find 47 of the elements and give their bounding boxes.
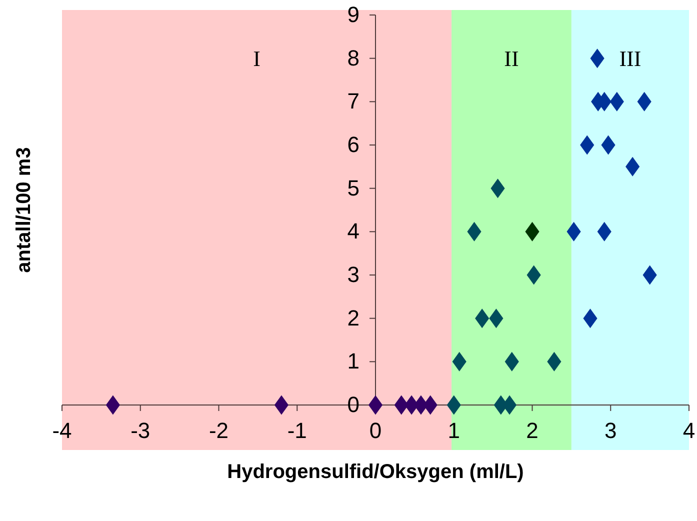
y-tick-label: 4 [347,218,360,244]
point [626,156,640,176]
point [504,352,519,372]
point [452,352,466,372]
x-tick-label: 0 [369,418,382,444]
point [526,265,541,285]
point [547,352,562,372]
x-tick-label: 3 [604,418,617,444]
point [642,265,657,285]
point [475,308,490,328]
y-axis-title: antall/100 m3 [13,147,35,273]
point [610,92,624,112]
y-tick-label: 9 [347,2,360,28]
x-tick-label: 2 [526,418,538,444]
y-tick-label: 2 [347,305,360,330]
point [467,222,482,242]
x-axis-title: Hydrogensulfid/Oksygen (ml/L) [227,461,524,483]
band-label: I [253,46,260,71]
point [274,395,288,415]
y-tick-label: 8 [347,45,360,70]
point [566,222,581,242]
point [637,92,652,112]
point [368,395,383,415]
y-tick-label: 7 [347,88,360,114]
point [490,178,505,198]
x-tick-label: 4 [682,418,696,444]
x-tick-label: -2 [208,418,229,444]
y-tick-label: 3 [347,262,360,288]
point [106,395,120,415]
point [590,48,604,68]
y-tick-label: 1 [347,348,360,374]
point [394,395,408,415]
x-tick-label: -4 [52,418,72,444]
point [597,222,612,242]
band-label: III [619,46,642,71]
y-tick-label: 6 [347,132,360,158]
point [583,308,598,328]
point [525,222,540,242]
x-tick-label: -3 [130,418,150,444]
point [446,395,461,415]
point [601,135,616,155]
x-tick-label: 1 [448,418,460,444]
x-tick-label: -1 [287,418,307,444]
point [580,135,594,155]
point [489,308,504,328]
band-label: II [504,46,519,71]
y-tick-label: 5 [347,175,360,200]
